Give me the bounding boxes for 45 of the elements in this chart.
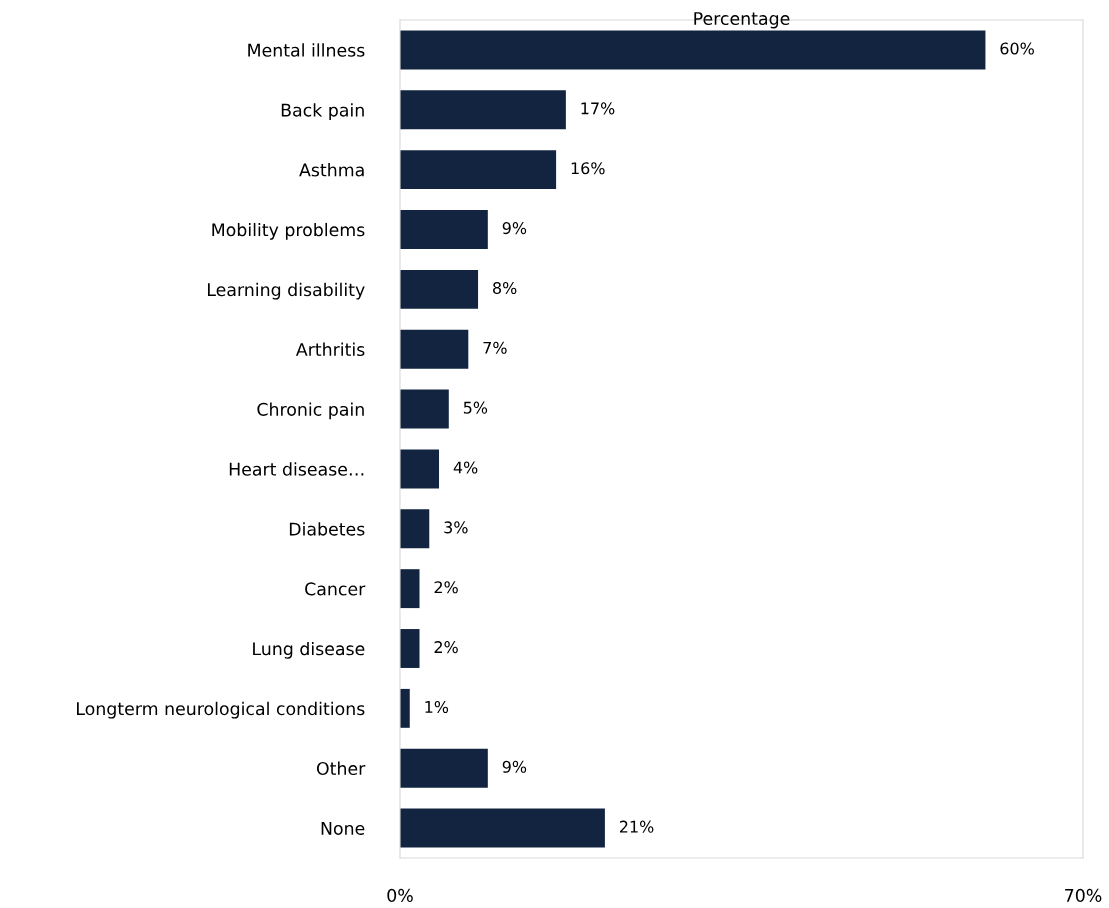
- y-tick-label: Mental illness: [248, 43, 365, 57]
- chart-title: Percentage: [694, 12, 790, 29]
- bar: [400, 269, 479, 309]
- bar: [400, 90, 566, 130]
- y-tick-label: Asthma: [299, 163, 364, 177]
- bar: [400, 569, 420, 609]
- data-label: 1%: [425, 700, 449, 713]
- bar: [400, 629, 420, 668]
- y-tick-label: Longterm neurological conditions: [77, 701, 365, 719]
- y-tick-label: Lung disease: [253, 641, 365, 659]
- x-tick-label: 70%: [1065, 888, 1102, 902]
- data-label: 17%: [581, 102, 615, 115]
- data-label: 9%: [502, 222, 527, 235]
- y-tick-label: Back pain: [281, 103, 364, 120]
- data-label: 2%: [434, 581, 458, 594]
- data-label: 16%: [571, 162, 605, 175]
- bar: [400, 210, 488, 249]
- data-label: 5%: [463, 401, 488, 414]
- data-label: 2%: [434, 641, 458, 654]
- bar: [400, 808, 605, 848]
- bar: [400, 389, 449, 429]
- data-label: 4%: [453, 461, 478, 474]
- y-tick-label: None: [321, 822, 365, 835]
- bar: [400, 150, 557, 190]
- bar: [400, 509, 430, 549]
- y-tick-label: Other: [316, 761, 366, 776]
- data-label: 9%: [502, 760, 527, 773]
- bar: [400, 688, 410, 728]
- bar: [400, 449, 440, 489]
- y-tick-label: Heart disease…: [229, 462, 364, 476]
- bar: [400, 748, 488, 788]
- y-tick-label: Learning disability: [207, 282, 365, 300]
- data-label: 8%: [493, 281, 517, 294]
- y-tick-label: Cancer: [305, 582, 366, 596]
- data-label: 7%: [483, 341, 507, 354]
- y-tick-label: Mobility problems: [212, 222, 365, 240]
- y-tick-label: Arthritis: [295, 342, 365, 357]
- data-label: 60%: [1000, 42, 1034, 55]
- x-tick-label: 0%: [387, 888, 413, 902]
- data-label: 21%: [619, 820, 654, 833]
- data-label: 3%: [444, 521, 468, 534]
- y-tick-label: Diabetes: [289, 522, 365, 536]
- y-tick-label: Chronic pain: [257, 402, 364, 420]
- bar: [400, 30, 986, 70]
- bar: [400, 329, 469, 369]
